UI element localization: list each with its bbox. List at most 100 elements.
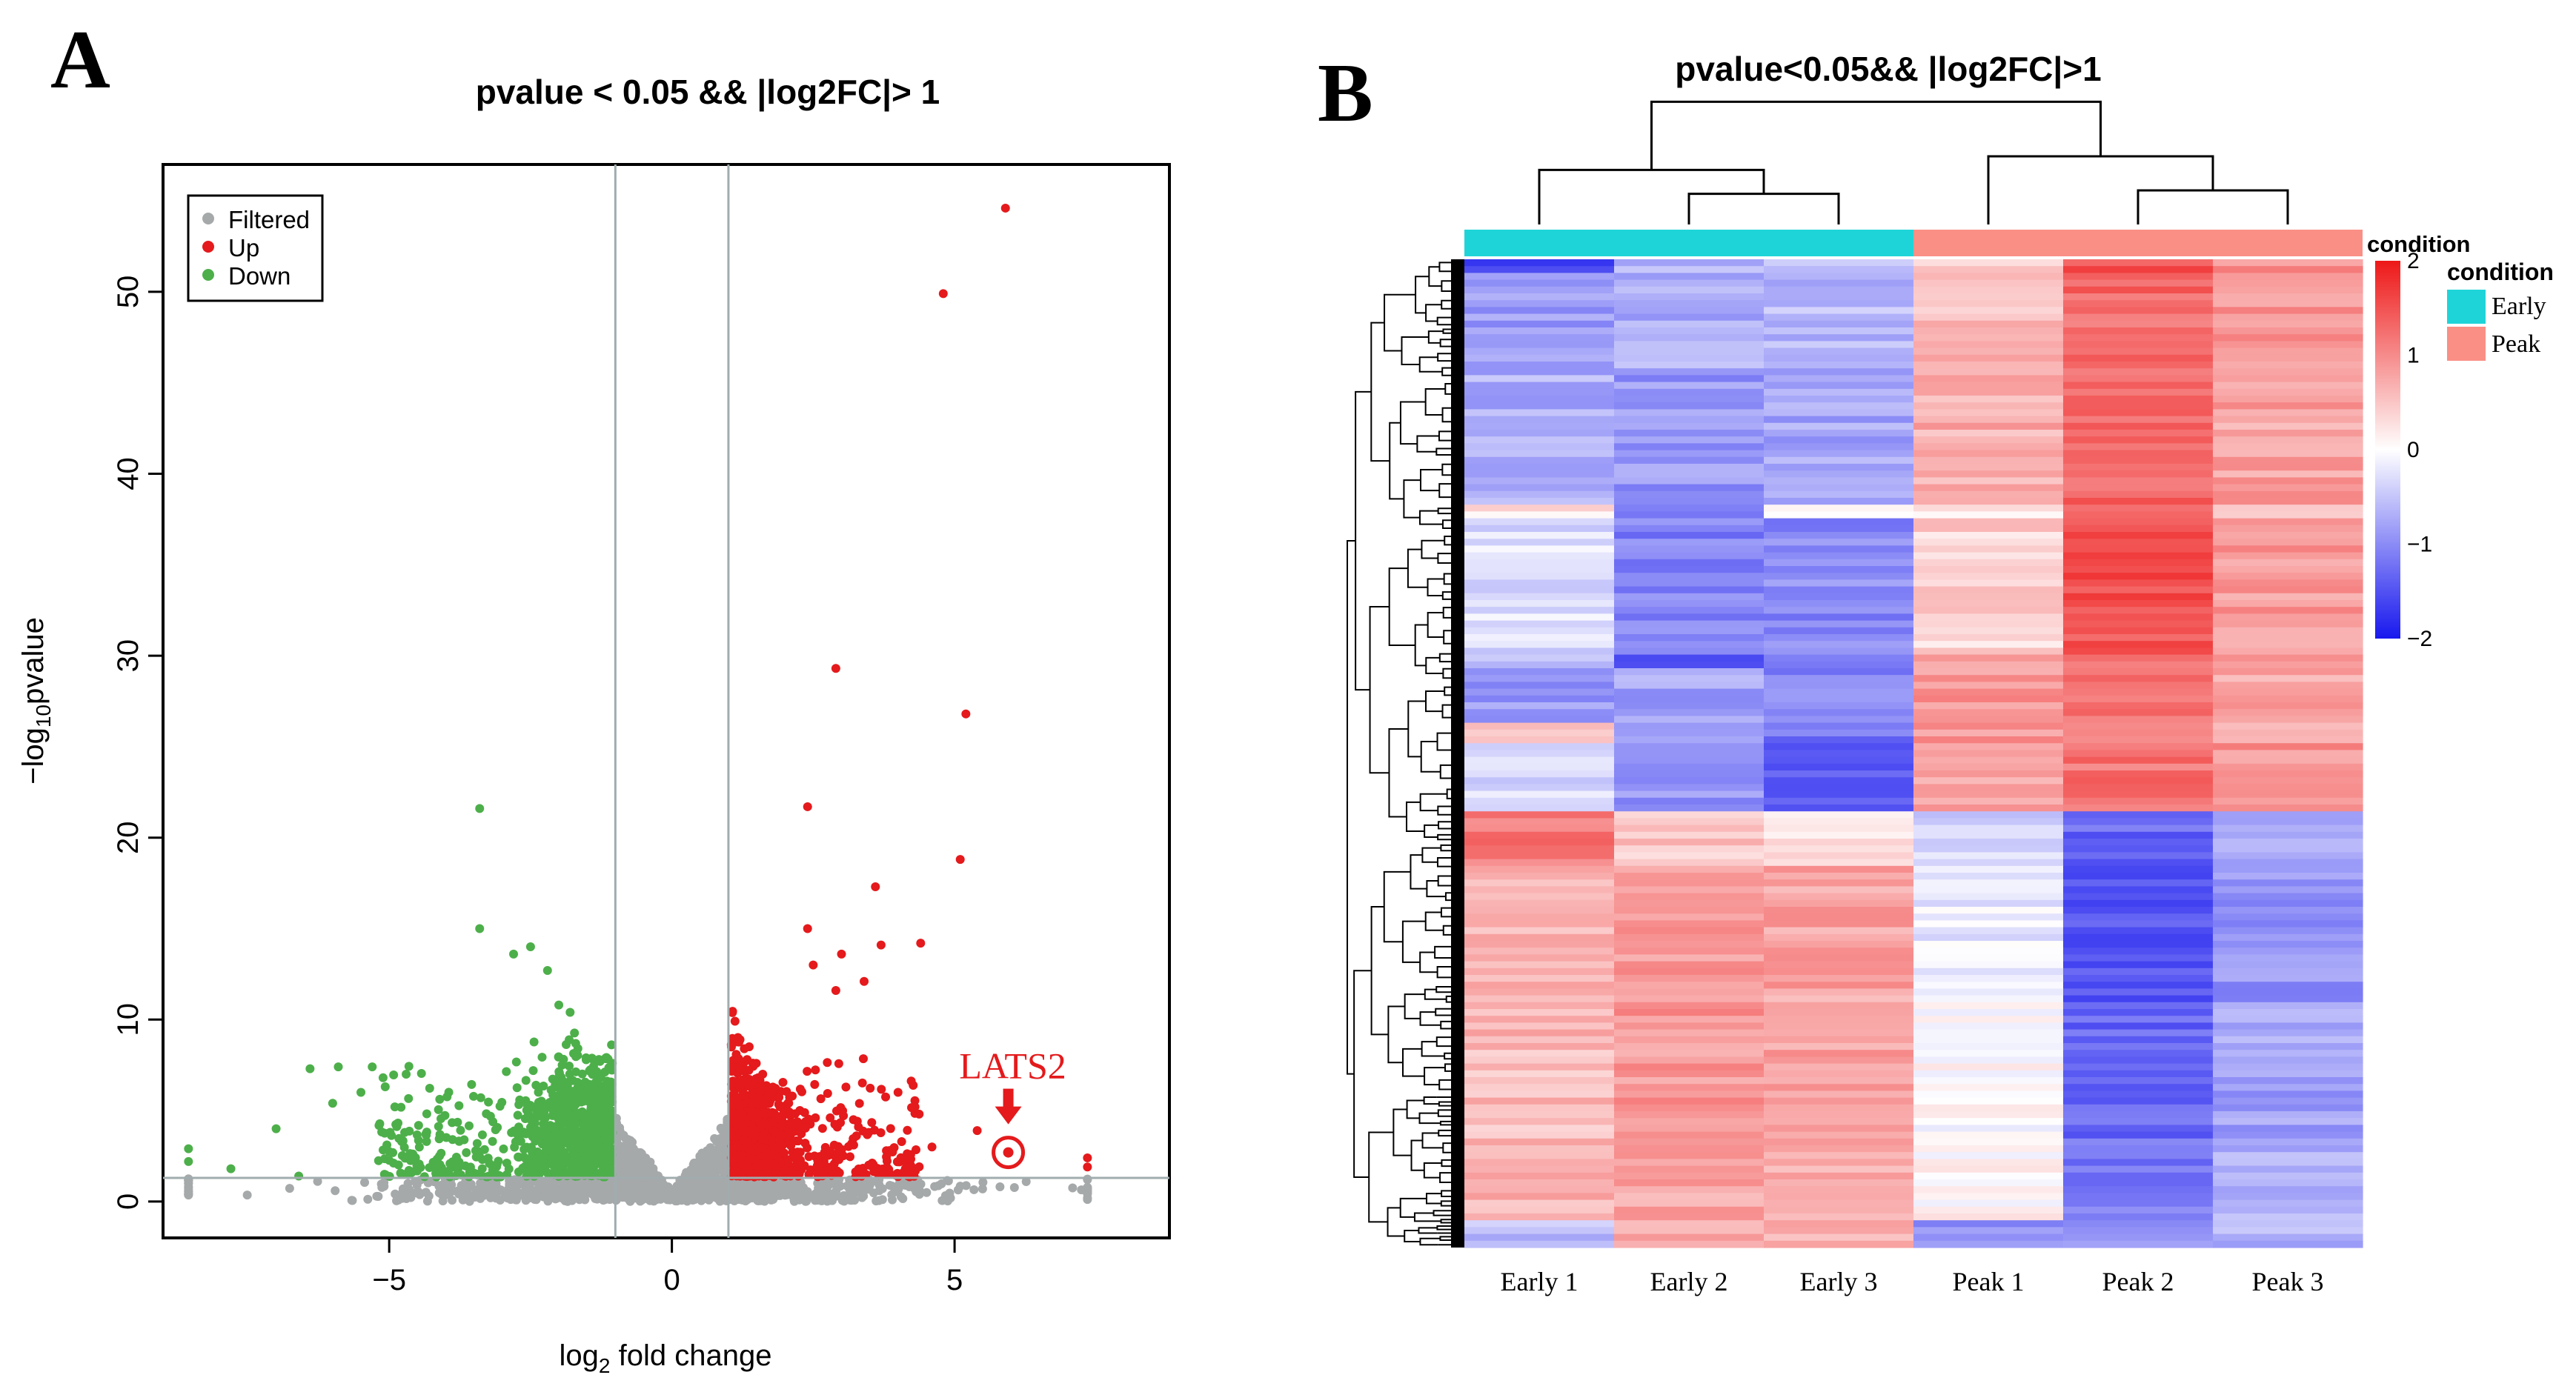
row-dendrogram-branch	[1370, 322, 1390, 462]
heatmap-cell	[2213, 722, 2363, 730]
filtered-point	[863, 1181, 872, 1190]
heatmap-cell	[1464, 293, 1615, 301]
down-point	[528, 1164, 538, 1173]
heatmap-cell	[2213, 552, 2363, 560]
down-point	[539, 1082, 548, 1091]
heatmap-cell	[1913, 266, 2064, 273]
legend-dot-up	[202, 241, 214, 253]
down-point	[380, 1082, 390, 1092]
heatmap-cell	[1764, 320, 1914, 328]
filtered-point	[896, 1192, 906, 1202]
heatmap-cell	[1464, 839, 1615, 846]
heatmap-cell	[1913, 647, 2064, 656]
heatmap-cell	[2063, 818, 2214, 826]
heatmap-cell	[1764, 532, 1914, 539]
heatmap-cell	[1614, 777, 1765, 785]
heatmap-cell	[1913, 518, 2064, 526]
down-point	[568, 1111, 577, 1121]
heatmap-cell	[2063, 675, 2214, 682]
heatmap-cell	[2063, 1056, 2214, 1065]
heatmap-cell	[1764, 1043, 1914, 1050]
heatmap-cell	[2213, 620, 2363, 628]
heatmap-cell	[1614, 893, 1765, 901]
column-label: Peak 1	[1953, 1267, 2025, 1296]
heatmap-cell	[1913, 559, 2064, 567]
heatmap-cell	[1913, 1036, 2064, 1044]
heatmap-cell	[1913, 402, 2064, 410]
up-point	[826, 1113, 835, 1122]
heatmap-cell	[2213, 899, 2363, 908]
heatmap-cell	[2213, 839, 2363, 846]
down-point	[474, 1150, 484, 1160]
heatmap-cell	[1913, 784, 2064, 792]
up-point	[841, 1082, 851, 1092]
heatmap-cell	[1614, 327, 1765, 335]
heatmap-cell	[1614, 825, 1765, 833]
heatmap-cell	[1464, 729, 1615, 737]
heatmap-cell	[2063, 1009, 2214, 1016]
heatmap-cell	[2213, 504, 2363, 512]
heatmap-cell	[1464, 545, 1615, 553]
heatmap-cell	[1913, 961, 2064, 969]
down-point	[451, 1153, 461, 1162]
heatmap-cell	[1464, 770, 1615, 778]
heatmap-cell	[1464, 579, 1615, 587]
up-point	[730, 1116, 740, 1125]
heatmap-cell	[2063, 886, 2214, 894]
heatmap-cell	[1764, 1118, 1914, 1125]
heatmap-cell	[1913, 1118, 2064, 1125]
up-point	[791, 1109, 800, 1119]
up-point	[833, 1148, 843, 1158]
filtered-point	[969, 1185, 979, 1194]
heatmap-cell	[1913, 975, 2064, 982]
row-dendrogram-branch	[1435, 985, 1456, 993]
heatmap-cell	[2213, 477, 2363, 485]
heatmap-cell	[2213, 920, 2363, 928]
heatmap-cell	[1614, 961, 1765, 969]
heatmap-cell	[2063, 1152, 2214, 1159]
row-dendrogram-branch	[1388, 567, 1415, 646]
heatmap-cell	[1464, 279, 1615, 287]
down-point	[542, 1144, 551, 1153]
filtered-point	[546, 1178, 556, 1188]
down-point	[294, 1171, 304, 1181]
heatmap-cell	[1464, 818, 1615, 826]
heatmap-cell	[1614, 1070, 1765, 1078]
down-point	[603, 1159, 613, 1169]
heatmap-cell	[1764, 675, 1914, 682]
heatmap-cell	[2213, 1220, 2363, 1228]
down-point	[565, 1008, 575, 1017]
heatmap-cell	[1464, 933, 1615, 942]
filtered-point	[699, 1155, 708, 1165]
heatmap-cell	[1764, 695, 1914, 703]
heatmap-cell	[2213, 1145, 2363, 1153]
heatmap-cell	[1913, 982, 2064, 989]
up-point	[867, 1118, 877, 1128]
heatmap-cell	[1913, 334, 2064, 342]
down-point	[577, 1069, 587, 1079]
heatmap-cell	[1614, 1125, 1765, 1133]
heatmap-cell	[1614, 464, 1765, 471]
filtered-point	[544, 1190, 554, 1200]
heatmap-cell	[1614, 627, 1765, 635]
heatmap-cell	[1913, 1104, 2064, 1112]
heatmap-cell	[1614, 886, 1765, 894]
heatmap-cell	[1464, 893, 1615, 901]
filtered-point	[885, 1181, 894, 1190]
heatmap-cell	[1913, 1145, 2064, 1153]
heatmap-cell	[1913, 852, 2064, 860]
heatmap-cell	[1614, 763, 1765, 771]
heatmap-cell	[1464, 886, 1615, 894]
heatmap-cell	[2213, 756, 2363, 765]
heatmap-cell	[1913, 995, 2064, 1003]
heatmap-cell	[2063, 293, 2214, 301]
heatmap-cell	[1764, 518, 1914, 526]
filtered-point	[742, 1191, 751, 1201]
heatmap-cell	[1614, 920, 1765, 928]
up-point	[736, 1154, 746, 1164]
heatmap-cell	[1764, 954, 1914, 962]
heatmap-cell	[1614, 797, 1765, 805]
up-point	[870, 1165, 880, 1174]
heatmap-cell	[1614, 1097, 1765, 1105]
heatmap-cell	[1913, 279, 2064, 287]
